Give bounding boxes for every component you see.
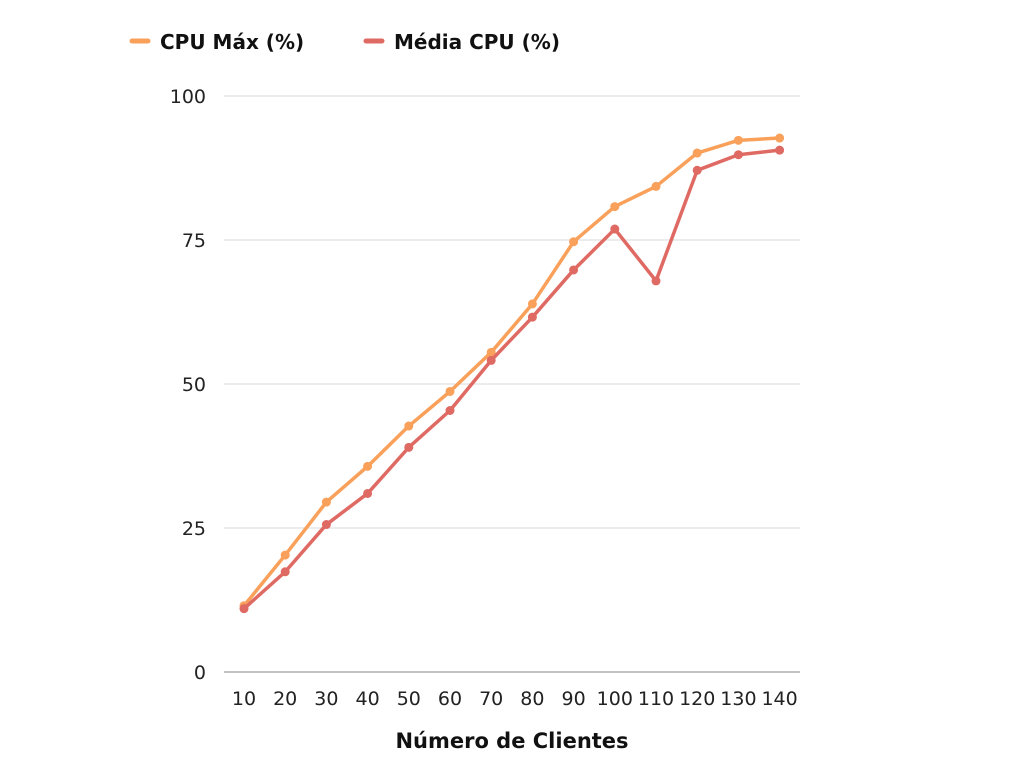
y-tick-label: 50 xyxy=(182,374,206,396)
y-tick-label: 100 xyxy=(170,86,206,108)
y-tick-label: 0 xyxy=(194,662,206,684)
data-point xyxy=(610,224,620,234)
data-point xyxy=(692,148,702,158)
data-point xyxy=(569,265,579,275)
y-tick-label: 25 xyxy=(182,518,206,540)
series-layer xyxy=(239,133,785,614)
x-tick-label: 100 xyxy=(597,688,633,710)
data-point xyxy=(651,181,661,191)
x-axis-title: Número de Clientes xyxy=(395,729,628,753)
data-point xyxy=(733,150,743,160)
data-point xyxy=(527,299,537,309)
data-point xyxy=(445,386,455,396)
y-tick-label: 75 xyxy=(182,230,206,252)
x-axis-ticks: 10 20 30 40 50 60 70 80 90 100 110 120 130 140 xyxy=(232,688,798,710)
data-point xyxy=(280,567,290,577)
x-tick-label: 130 xyxy=(720,688,756,710)
legend-item: Média CPU (%) xyxy=(363,30,560,54)
series-1 xyxy=(239,133,785,611)
x-tick-label: 90 xyxy=(562,688,586,710)
data-point xyxy=(610,202,620,212)
x-tick-label: 120 xyxy=(679,688,715,710)
data-point xyxy=(692,165,702,175)
x-tick-label: 80 xyxy=(520,688,544,710)
data-point xyxy=(775,145,785,155)
data-point xyxy=(321,497,331,507)
x-tick-label: 60 xyxy=(438,688,462,710)
x-tick-label: 50 xyxy=(397,688,421,710)
x-tick-label: 30 xyxy=(314,688,338,710)
data-point xyxy=(733,135,743,145)
data-point xyxy=(239,604,249,614)
data-point xyxy=(569,237,579,247)
data-point xyxy=(404,442,414,452)
x-tick-label: 40 xyxy=(356,688,380,710)
data-point xyxy=(404,421,414,431)
data-point xyxy=(363,488,373,498)
data-point xyxy=(775,133,785,143)
x-tick-label: 20 xyxy=(273,688,297,710)
y-axis-ticks: 0 25 50 75 100 xyxy=(170,86,206,684)
legend-item: CPU Máx (%) xyxy=(129,30,304,54)
data-point xyxy=(280,550,290,560)
legend: CPU Máx (%) Média CPU (%) xyxy=(129,30,560,54)
data-point xyxy=(445,405,455,415)
x-tick-label: 70 xyxy=(479,688,503,710)
series-2 xyxy=(239,145,785,614)
x-tick-label: 110 xyxy=(638,688,674,710)
gridlines xyxy=(224,95,800,673)
legend-label: CPU Máx (%) xyxy=(160,30,304,54)
data-point xyxy=(486,355,496,365)
series-line xyxy=(242,136,782,608)
data-point xyxy=(486,347,496,357)
data-point xyxy=(321,520,331,530)
data-point xyxy=(651,276,661,286)
legend-label: Média CPU (%) xyxy=(394,30,560,54)
x-tick-label: 10 xyxy=(232,688,256,710)
data-point xyxy=(363,461,373,471)
series-line xyxy=(242,148,782,611)
data-point xyxy=(527,312,537,322)
x-tick-label: 140 xyxy=(761,688,797,710)
